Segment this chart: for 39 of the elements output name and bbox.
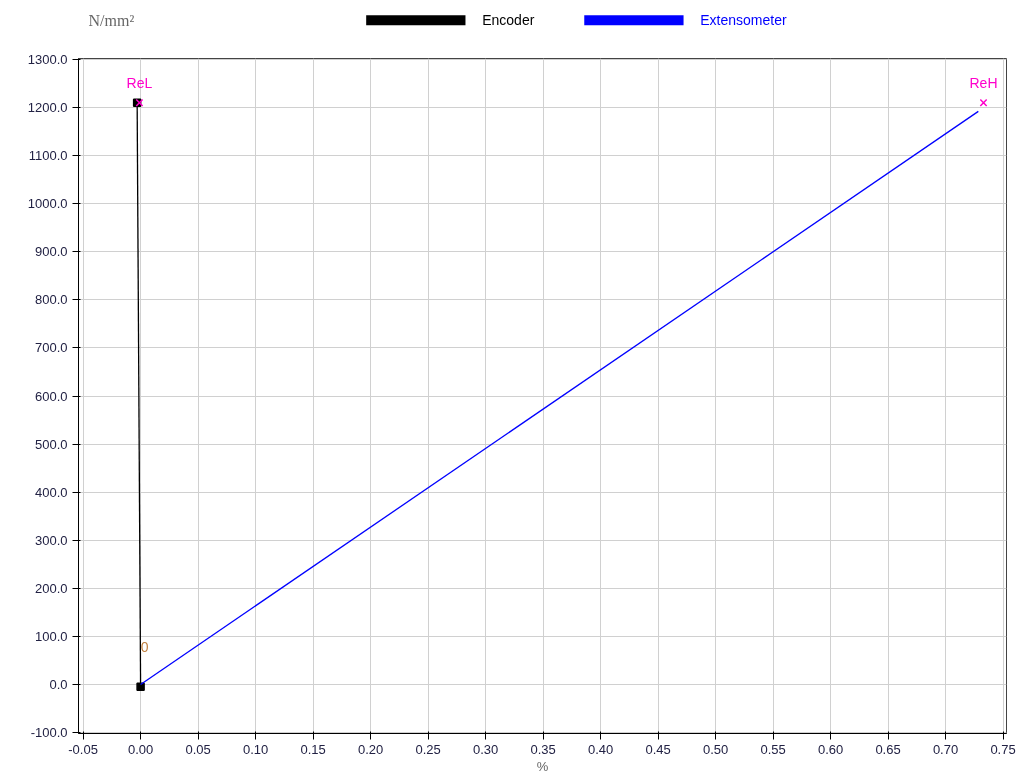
- annotation: ReH: [969, 74, 998, 91]
- x-axis-title: %: [536, 758, 549, 774]
- y-tick-label: -100.0: [30, 725, 68, 741]
- x-tick-label: 0.40: [587, 741, 614, 757]
- y-tick-label: 600.0: [34, 388, 68, 404]
- x-tick-label: -0.05: [68, 741, 98, 757]
- y-tick-label: 300.0: [34, 532, 68, 548]
- y-tick-label: 700.0: [34, 340, 68, 356]
- y-tick-label: 900.0: [34, 244, 68, 260]
- text: Extensometer: [700, 12, 787, 29]
- y-tick-label: 800.0: [34, 292, 68, 308]
- x-tick-label: 0.20: [357, 741, 384, 757]
- y-axis-title: N/mm²: [88, 11, 135, 29]
- y-tick-label: 500.0: [34, 436, 68, 452]
- y-tick-label: 400.0: [34, 484, 68, 500]
- y-tick-label: 200.0: [34, 580, 68, 596]
- x-tick-label: 0.00: [127, 741, 154, 757]
- x-tick-label: 0.10: [242, 741, 269, 757]
- annotation: ReL: [126, 74, 153, 91]
- y-tick-label: 0.0: [49, 676, 68, 692]
- x-tick-label: 0.45: [645, 741, 671, 757]
- x-tick-label: 0.55: [760, 741, 786, 757]
- x-tick-label: 0.25: [415, 741, 441, 757]
- x-tick-label: 0.35: [530, 741, 556, 757]
- y-tick-label: 1200.0: [27, 100, 68, 116]
- text: Encoder: [482, 12, 535, 29]
- x-tick-label: 0.30: [472, 741, 499, 757]
- x-tick-label: 0.15: [300, 741, 326, 757]
- x-tick-label: 0.75: [990, 741, 1016, 757]
- y-tick-label: 100.0: [34, 628, 68, 644]
- x-tick-label: 0.60: [817, 741, 844, 757]
- x-tick-label: 0.70: [932, 741, 959, 757]
- y-tick-label: 1000.0: [27, 196, 68, 212]
- y-tick-label: 1300.0: [27, 51, 68, 67]
- x-tick-label: 0.65: [875, 741, 901, 757]
- y-tick-label: 1100.0: [28, 148, 68, 164]
- x-tick-label: 0.50: [702, 741, 729, 757]
- x-tick-label: 0.05: [185, 741, 211, 757]
- annotation: 0: [140, 639, 149, 655]
